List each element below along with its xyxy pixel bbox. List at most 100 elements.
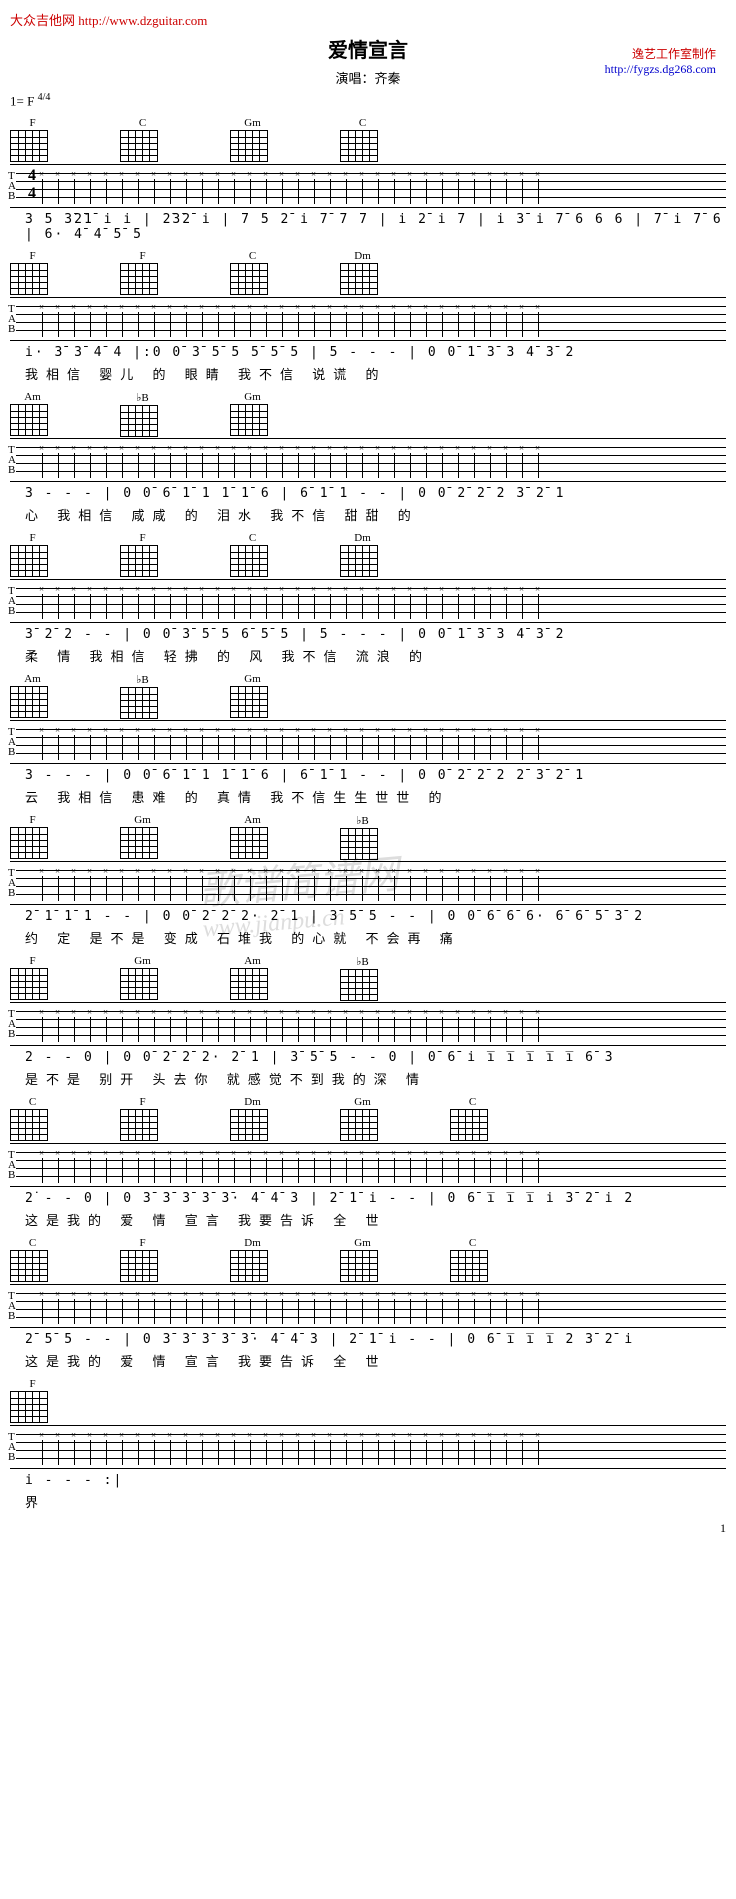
tab-strums — [10, 298, 726, 340]
chords-row: FFCDm — [10, 250, 726, 295]
tab-label: TAB — [8, 1009, 16, 1039]
music-system: Am♭BGmTAB3 - - - | 0 0̄ 6̄ 1̄ 1 1̄ 1̄ 6 … — [10, 391, 726, 524]
lyrics-line: 界 — [10, 1492, 726, 1511]
chord-name: C — [10, 1096, 55, 1108]
tab-label: TAB — [8, 1432, 16, 1462]
lyrics-line: 柔 情 我相信 轻拂 的 风 我不信 流浪 的 — [10, 646, 726, 665]
chord-grid — [10, 968, 48, 1000]
tab-strums — [10, 1144, 726, 1186]
chord-name: F — [10, 814, 55, 826]
chord-name: F — [10, 1378, 55, 1390]
chord-diagram: C — [10, 1237, 55, 1282]
chord-diagram: Am — [230, 955, 275, 1000]
chord-name: C — [450, 1237, 495, 1249]
chord-grid — [10, 263, 48, 295]
number-notation: 2̄ 5̄ 5 - - | 0 3̄ 3̄ 3̄ 3̄ 3̄· 4̄ 4̄ 3 … — [10, 1332, 726, 1347]
number-notation: i· 3̄ 3̄ 4̄ 4 |:0 0̄ 3̄ 5̄ 5 5̄ 5̄ 5 | 5… — [10, 345, 726, 360]
chord-diagram: F — [120, 532, 165, 577]
chord-grid — [230, 545, 268, 577]
chord-grid — [120, 130, 158, 162]
chord-name: C — [450, 1096, 495, 1108]
number-notation: 2̇ - - 0 | 0 3̄ 3̄ 3̄ 3̄ 3̄· 4̄ 4̄ 3 | 2… — [10, 1191, 726, 1206]
chord-name: ♭B — [340, 955, 385, 968]
chord-name: Gm — [230, 117, 275, 129]
chord-diagram: C — [230, 532, 275, 577]
tab-label: TAB — [8, 1150, 16, 1180]
credit-box: 逸艺工作室制作 http://fygzs.dg268.com — [605, 45, 716, 77]
tab-strums — [10, 1285, 726, 1327]
chord-grid — [10, 1109, 48, 1141]
chords-row: Am ♭B Gm — [10, 673, 726, 718]
chord-diagram: C — [340, 117, 385, 162]
lyrics-line: 这是我的 爱 情 宣言 我要告诉 全 世 — [10, 1210, 726, 1229]
chord-name: ♭B — [120, 391, 165, 404]
chords-row: FFCDm — [10, 532, 726, 577]
chord-grid — [120, 263, 158, 295]
tab-strums — [10, 580, 726, 622]
tab-staff: TAB — [10, 1143, 726, 1187]
tab-label: TAB — [8, 868, 16, 898]
music-system: FTABi - - - :|界 — [10, 1378, 726, 1511]
chord-name: Am — [10, 391, 55, 403]
chord-diagram: ♭B — [340, 814, 385, 859]
chord-grid — [10, 1250, 48, 1282]
chord-diagram: ♭B — [120, 673, 165, 718]
chord-diagram: Dm — [230, 1096, 275, 1141]
lyrics-line: 这是我的 爱 情 宣言 我要告诉 全 世 — [10, 1351, 726, 1370]
chord-diagram: C — [120, 117, 165, 162]
chord-grid — [120, 827, 158, 859]
chord-name: F — [10, 117, 55, 129]
chord-diagram: Dm — [340, 250, 385, 295]
chord-name: F — [10, 955, 55, 967]
chord-grid — [340, 1109, 378, 1141]
chords-row: C F Dm Gm C — [10, 1096, 726, 1141]
site-name: 大众吉他网 — [10, 13, 75, 28]
header-link[interactable]: 大众吉他网 http://www.dzguitar.com — [10, 10, 726, 29]
chord-diagram: C — [450, 1237, 495, 1282]
tab-label: TAB — [8, 1291, 16, 1321]
tab-staff: TAB — [10, 720, 726, 764]
chord-grid — [450, 1250, 488, 1282]
music-system: Am♭BGmTAB3 - - - | 0 0̄ 6̄ 1̄ 1 1̄ 1̄ 6 … — [10, 673, 726, 806]
chord-name: ♭B — [340, 814, 385, 827]
chord-diagram: F — [120, 1096, 165, 1141]
lyrics-line: 是不是 别开 头去你 就感觉不到我的深 情 — [10, 1069, 726, 1088]
chord-grid — [340, 1250, 378, 1282]
chord-diagram: Am — [10, 673, 55, 718]
lyrics-line: 云 我相信 患难 的 真情 我不信生生世世 的 — [10, 787, 726, 806]
tab-strums — [10, 439, 726, 481]
chord-grid — [10, 404, 48, 436]
chord-diagram: ♭B — [120, 391, 165, 436]
number-notation: 2 - - 0 | 0 0̄ 2̄ 2̄ 2· 2̄ 1 | 3̄ 5̄ 5 -… — [10, 1050, 726, 1065]
chord-grid — [450, 1109, 488, 1141]
lyrics-line: 约 定 是不是 变成 石堆我 的心就 不会再 痛 — [10, 928, 726, 947]
credit-url[interactable]: http://fygzs.dg268.com — [605, 62, 716, 77]
chord-grid — [340, 130, 378, 162]
chord-name: C — [230, 250, 275, 262]
tab-strums — [10, 165, 726, 207]
music-system: FGmAm♭BTAB2 - - 0 | 0 0̄ 2̄ 2̄ 2· 2̄ 1 |… — [10, 955, 726, 1088]
lyrics-line: 心 我相信 咸咸 的 泪水 我不信 甜甜 的 — [10, 505, 726, 524]
chord-name: ♭B — [120, 673, 165, 686]
tab-staff: TAB — [10, 1002, 726, 1046]
chord-diagram: Gm — [120, 814, 165, 859]
chord-grid — [10, 686, 48, 718]
chord-name: C — [120, 117, 165, 129]
time-signature: 44 — [28, 167, 36, 203]
chords-row: F C Gm C — [10, 117, 726, 162]
chord-name: Gm — [340, 1096, 385, 1108]
chord-name: Gm — [230, 673, 275, 685]
chord-diagram: F — [10, 1378, 55, 1423]
number-notation: 3 - - - | 0 0̄ 6̄ 1̄ 1 1̄ 1̄ 6 | 6̄ 1̄ 1… — [10, 486, 726, 501]
chord-grid — [230, 404, 268, 436]
number-notation: 3 5 3̄2̄1̄ i i | 2̄3̄2̄ i | 7 5 2̄ i 7̄ … — [10, 212, 726, 242]
chord-grid — [230, 1109, 268, 1141]
tab-strums — [10, 1003, 726, 1045]
chord-diagram: F — [120, 250, 165, 295]
chord-grid — [10, 1391, 48, 1423]
chord-grid — [230, 827, 268, 859]
key-signature: 1= F 4/4 — [10, 92, 726, 109]
chord-diagram: Dm — [340, 532, 385, 577]
chord-grid — [230, 1250, 268, 1282]
music-system: FCGmCTAB443 5 3̄2̄1̄ i i | 2̄3̄2̄ i | 7 … — [10, 117, 726, 242]
